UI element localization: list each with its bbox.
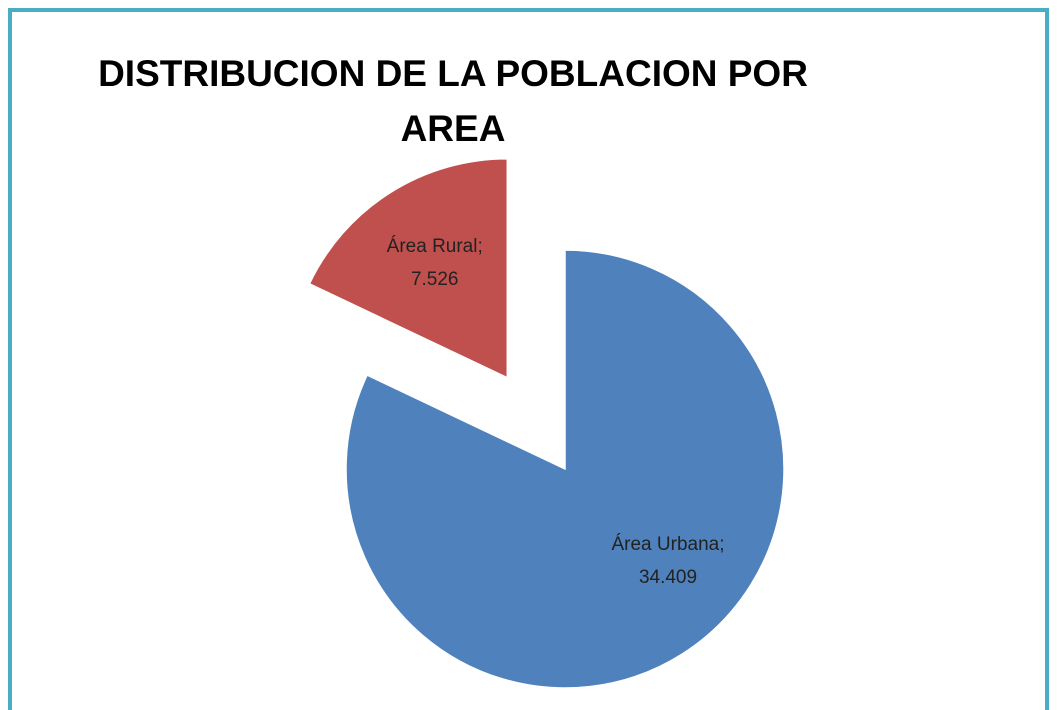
data-label-value: 7.526 xyxy=(411,269,459,290)
chart-title: AREA xyxy=(401,108,506,149)
data-label-value: 34.409 xyxy=(639,567,697,588)
pie-slice xyxy=(345,249,785,689)
chart-frame xyxy=(8,8,1049,710)
pie-slice xyxy=(308,157,509,379)
data-label-category: Área Rural; xyxy=(387,236,483,257)
data-label-category: Área Urbana; xyxy=(611,534,724,555)
chart-title: DISTRIBUCION DE LA POBLACION POR xyxy=(98,53,808,94)
